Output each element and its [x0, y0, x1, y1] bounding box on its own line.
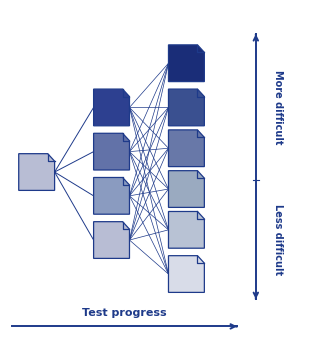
Polygon shape	[168, 45, 204, 82]
Polygon shape	[94, 133, 129, 170]
Polygon shape	[94, 177, 129, 214]
Polygon shape	[168, 256, 204, 292]
Polygon shape	[19, 154, 55, 190]
Polygon shape	[168, 211, 204, 248]
Polygon shape	[94, 89, 129, 126]
Polygon shape	[168, 130, 204, 167]
Polygon shape	[94, 222, 129, 258]
Text: Test progress: Test progress	[82, 308, 167, 318]
Text: More difficult: More difficult	[273, 70, 283, 144]
Polygon shape	[168, 89, 204, 126]
Text: Less difficult: Less difficult	[273, 204, 283, 275]
Polygon shape	[168, 171, 204, 207]
